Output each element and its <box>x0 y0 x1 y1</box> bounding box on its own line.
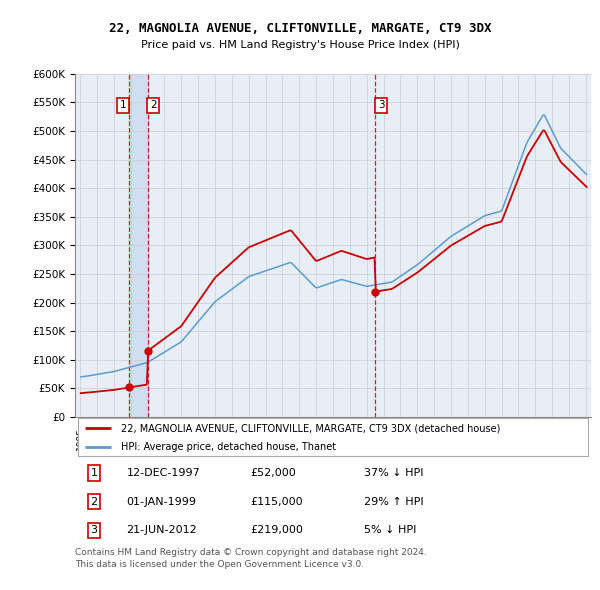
Text: 22, MAGNOLIA AVENUE, CLIFTONVILLE, MARGATE, CT9 3DX: 22, MAGNOLIA AVENUE, CLIFTONVILLE, MARGA… <box>109 22 491 35</box>
Text: 2: 2 <box>150 100 157 110</box>
Text: 01-JAN-1999: 01-JAN-1999 <box>127 497 197 507</box>
Bar <box>129 74 148 417</box>
Text: 1: 1 <box>91 468 98 478</box>
Text: HPI: Average price, detached house, Thanet: HPI: Average price, detached house, Than… <box>121 442 337 452</box>
Text: Contains HM Land Registry data © Crown copyright and database right 2024.
This d: Contains HM Land Registry data © Crown c… <box>75 548 427 569</box>
FancyBboxPatch shape <box>77 418 589 455</box>
Text: 3: 3 <box>91 525 98 535</box>
Text: Price paid vs. HM Land Registry's House Price Index (HPI): Price paid vs. HM Land Registry's House … <box>140 40 460 50</box>
Text: 1: 1 <box>120 100 127 110</box>
Text: 12-DEC-1997: 12-DEC-1997 <box>127 468 200 478</box>
Text: £219,000: £219,000 <box>250 525 304 535</box>
Text: 21-JUN-2012: 21-JUN-2012 <box>127 525 197 535</box>
Text: 29% ↑ HPI: 29% ↑ HPI <box>364 497 424 507</box>
Text: £52,000: £52,000 <box>250 468 296 478</box>
Text: 22, MAGNOLIA AVENUE, CLIFTONVILLE, MARGATE, CT9 3DX (detached house): 22, MAGNOLIA AVENUE, CLIFTONVILLE, MARGA… <box>121 423 501 433</box>
Text: 3: 3 <box>378 100 385 110</box>
Text: 37% ↓ HPI: 37% ↓ HPI <box>364 468 424 478</box>
Text: 5% ↓ HPI: 5% ↓ HPI <box>364 525 416 535</box>
Text: 2: 2 <box>91 497 98 507</box>
Text: £115,000: £115,000 <box>250 497 303 507</box>
